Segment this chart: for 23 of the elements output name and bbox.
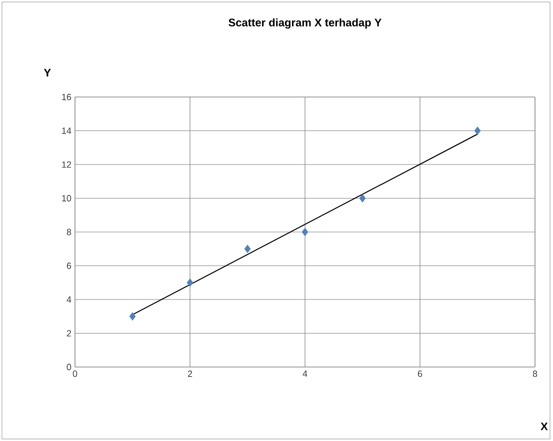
y-tick-label: 14 [62, 128, 72, 134]
x-tick-label: 6 [418, 370, 422, 377]
x-tick-label: 8 [532, 370, 538, 377]
y-tick-label: 6 [66, 262, 72, 269]
y-tick-label: 12 [62, 161, 72, 168]
chart-title: Scatter diagram X terhadap Y [228, 18, 382, 29]
point [186, 278, 194, 287]
y-tick-label: 0 [66, 364, 72, 370]
x-tick-label: 2 [188, 370, 192, 377]
y-axis-title: Y [44, 68, 51, 76]
y-tick-label: 10 [62, 195, 72, 202]
y-tick-label: 2 [66, 330, 72, 336]
point [474, 126, 481, 135]
point [129, 312, 136, 321]
point [359, 194, 366, 202]
point [244, 244, 251, 254]
x-tick-label: 0 [72, 370, 78, 377]
x-axis-title: X [540, 422, 548, 430]
point [302, 228, 308, 236]
x-tick-label: 4 [302, 370, 308, 377]
y-tick-label: 16 [62, 94, 72, 100]
y-tick-label: 4 [66, 296, 72, 303]
y-tick-label: 8 [66, 228, 72, 236]
